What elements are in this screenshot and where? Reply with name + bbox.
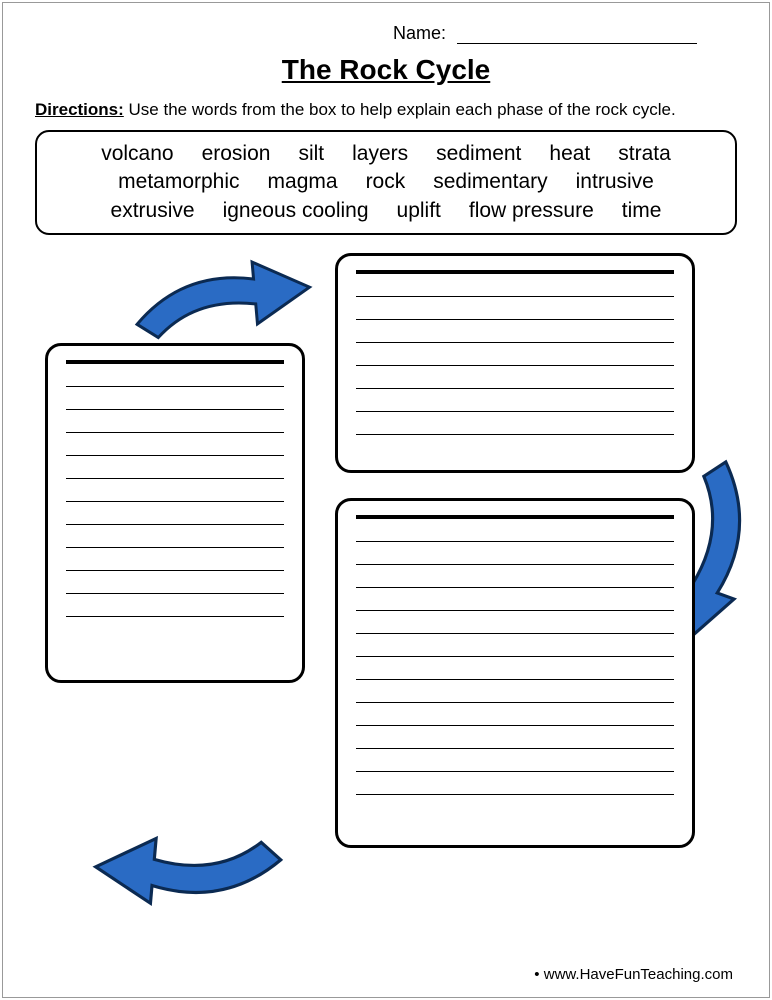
- directions-text: Use the words from the box to help expla…: [129, 100, 676, 119]
- page-title: The Rock Cycle: [35, 54, 737, 86]
- writing-line: [356, 564, 674, 565]
- writing-line: [356, 725, 674, 726]
- phase-card-bottom-right[interactable]: [335, 498, 695, 848]
- writing-line: [356, 633, 674, 634]
- writing-line: [356, 794, 674, 795]
- name-label: Name:: [393, 23, 446, 43]
- word-bank-word: metamorphic: [118, 168, 239, 196]
- writing-line: [66, 593, 284, 594]
- writing-line: [356, 319, 674, 320]
- directions-label: Directions:: [35, 100, 124, 119]
- name-row: Name:: [35, 23, 737, 44]
- word-bank-word: rock: [366, 168, 406, 196]
- writing-line: [66, 455, 284, 456]
- word-bank-word: layers: [352, 140, 408, 168]
- writing-line: [356, 587, 674, 588]
- writing-line: [66, 386, 284, 387]
- writing-line: [356, 702, 674, 703]
- cycle-diagram: [35, 243, 737, 963]
- writing-line: [356, 388, 674, 389]
- writing-line: [356, 411, 674, 412]
- writing-line: [356, 541, 674, 542]
- word-bank-word: extrusive: [111, 197, 195, 225]
- phase-card-left[interactable]: [45, 343, 305, 683]
- card-title-line: [66, 360, 284, 364]
- word-bank-word: magma: [268, 168, 338, 196]
- writing-line: [66, 570, 284, 571]
- writing-line: [66, 547, 284, 548]
- word-bank-word: erosion: [202, 140, 271, 168]
- footer-bullet: •: [534, 966, 539, 983]
- writing-line: [356, 296, 674, 297]
- word-bank-word: heat: [549, 140, 590, 168]
- name-blank-line[interactable]: [457, 43, 697, 44]
- writing-line: [66, 616, 284, 617]
- writing-line: [66, 432, 284, 433]
- writing-line: [356, 434, 674, 435]
- worksheet-page: Name: The Rock Cycle Directions: Use the…: [2, 2, 770, 998]
- word-bank-word: time: [622, 197, 662, 225]
- word-bank-word: intrusive: [576, 168, 654, 196]
- writing-line: [356, 610, 674, 611]
- phase-card-top-right[interactable]: [335, 253, 695, 473]
- directions: Directions: Use the words from the box t…: [35, 100, 737, 120]
- arrow-bottom: [86, 812, 294, 934]
- word-bank-word: strata: [618, 140, 671, 168]
- card-title-line: [356, 270, 674, 274]
- writing-line: [66, 409, 284, 410]
- writing-line: [66, 524, 284, 525]
- card-title-line: [356, 515, 674, 519]
- writing-line: [356, 365, 674, 366]
- writing-line: [356, 679, 674, 680]
- writing-line: [356, 342, 674, 343]
- footer-site: www.HaveFunTeaching.com: [544, 966, 733, 983]
- word-bank-word: silt: [298, 140, 324, 168]
- footer: • www.HaveFunTeaching.com: [534, 966, 733, 983]
- writing-line: [66, 501, 284, 502]
- writing-line: [356, 748, 674, 749]
- word-bank-word: sediment: [436, 140, 521, 168]
- arrow-top: [121, 239, 319, 355]
- word-bank-word: igneous cooling: [223, 197, 369, 225]
- word-bank-box: volcano erosion silt layers sediment heat stra…: [35, 130, 737, 235]
- word-bank-word: volcano: [101, 140, 173, 168]
- writing-line: [356, 656, 674, 657]
- word-bank-word: flow pressure: [469, 197, 594, 225]
- writing-line: [356, 771, 674, 772]
- word-bank-word: uplift: [397, 197, 441, 225]
- word-bank-word: sedimentary: [433, 168, 547, 196]
- writing-line: [66, 478, 284, 479]
